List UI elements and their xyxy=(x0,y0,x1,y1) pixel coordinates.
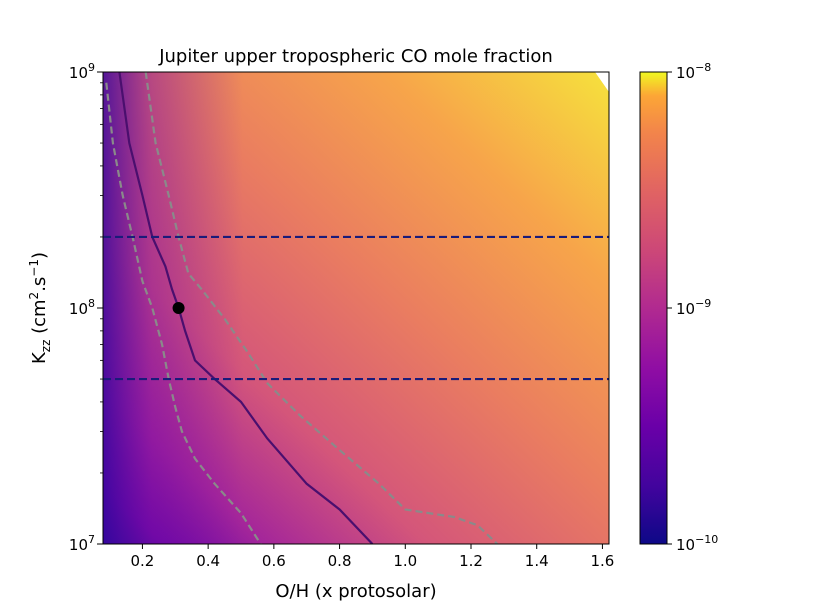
x-tick-label: 0.8 xyxy=(328,552,352,570)
x-axis: 0.2 0.4 0.6 0.8 1.0 1.2 1.4 1.6 xyxy=(130,544,614,570)
colorbar-tick-label: 10−8 xyxy=(676,61,711,82)
y-tick-label: 109 xyxy=(69,61,95,82)
contour-line-0 xyxy=(118,72,374,544)
x-tick-label: 1.0 xyxy=(393,552,417,570)
x-tick-label: 1.2 xyxy=(459,552,483,570)
x-tick-label: 0.2 xyxy=(130,552,154,570)
y-tick-label: 108 xyxy=(69,297,95,318)
chart-title: Jupiter upper tropospheric CO mole fract… xyxy=(158,46,553,67)
colorbar-tick-label: 10−9 xyxy=(676,297,711,318)
x-tick-label: 1.6 xyxy=(590,552,614,570)
y-tick-label: 107 xyxy=(69,533,95,554)
x-tick-label: 0.6 xyxy=(262,552,286,570)
nominal-point-marker xyxy=(172,302,185,314)
colorbar xyxy=(640,72,667,544)
y-axis: 107 108 109 xyxy=(69,61,103,554)
colorbar-axis: 10−10 10−9 10−8 xyxy=(667,61,718,554)
colorbar-tick-label: 10−10 xyxy=(676,533,718,554)
x-tick-label: 0.4 xyxy=(196,552,220,570)
x-axis-label: O/H (x protosolar) xyxy=(275,581,436,602)
y-axis-label: Kzz (cm2.s−1) xyxy=(27,252,53,364)
x-tick-label: 1.4 xyxy=(525,552,549,570)
contour-layer xyxy=(103,72,609,544)
contour-line-2 xyxy=(144,72,499,544)
